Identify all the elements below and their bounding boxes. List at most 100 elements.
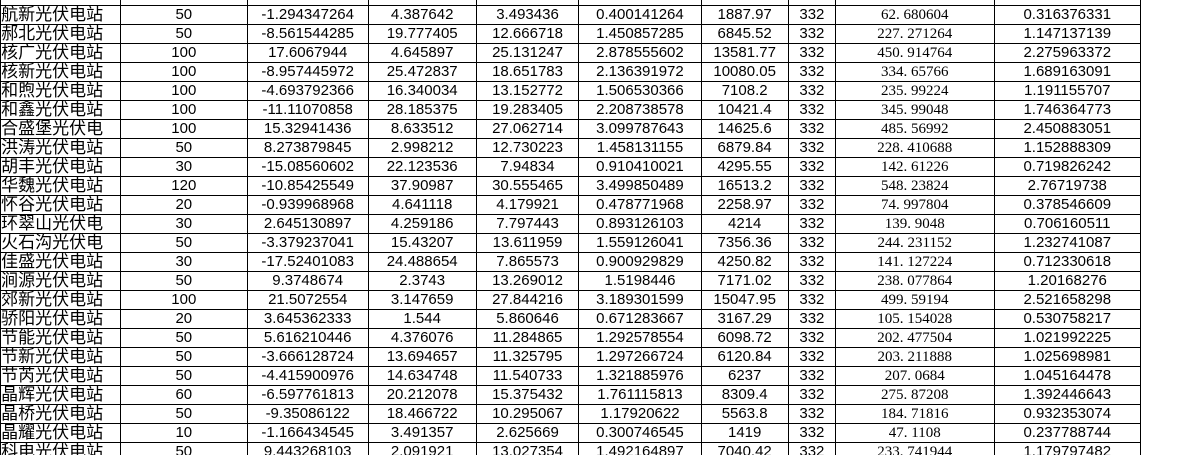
cell-value-9[interactable]: 74. 997804 xyxy=(835,195,995,215)
cell-value-9[interactable]: 202. 477504 xyxy=(835,328,995,348)
cell-value-7[interactable]: 5563.8 xyxy=(700,404,789,424)
cell-value-4[interactable]: 20.212078 xyxy=(367,385,477,405)
cell-value-3[interactable]: 9.3748674 xyxy=(246,271,369,291)
cell-value-10[interactable]: 1.232741087 xyxy=(993,233,1141,253)
cell-value-10[interactable]: 1.025698981 xyxy=(993,347,1141,367)
cell-value-7[interactable]: 1887.97 xyxy=(700,5,789,25)
cell-value-6[interactable]: 0.300746545 xyxy=(578,423,702,443)
cell-value-7[interactable]: 3167.29 xyxy=(700,309,789,329)
cell-capacity[interactable]: 60 xyxy=(119,385,248,405)
cell-value-10[interactable]: 1.147137139 xyxy=(993,24,1141,44)
cell-value-4[interactable]: 8.633512 xyxy=(367,119,477,139)
cell-value-4[interactable]: 4.645897 xyxy=(367,43,477,63)
cell-value-10[interactable]: 0.706160511 xyxy=(993,214,1141,234)
cell-value-7[interactable]: 2258.97 xyxy=(700,195,789,215)
cell-value-5[interactable]: 15.375432 xyxy=(475,385,580,405)
cell-value-10[interactable]: 2.450883051 xyxy=(993,119,1141,139)
cell-value-3[interactable]: 3.645362333 xyxy=(246,309,369,329)
cell-value-10[interactable]: 1.20168276 xyxy=(993,271,1141,291)
cell-value-4[interactable]: 4.387642 xyxy=(367,5,477,25)
cell-value-5[interactable]: 25.131247 xyxy=(475,43,580,63)
cell-value-3[interactable]: -1.166434545 xyxy=(246,423,369,443)
cell-value-9[interactable]: 499. 59194 xyxy=(835,290,995,310)
cell-value-4[interactable]: 24.488654 xyxy=(367,252,477,272)
cell-value-5[interactable]: 7.797443 xyxy=(475,214,580,234)
cell-value-10[interactable]: 0.378546609 xyxy=(993,195,1141,215)
cell-value-9[interactable]: 105. 154028 xyxy=(835,309,995,329)
cell-value-10[interactable]: 0.530758217 xyxy=(993,309,1141,329)
cell-value-4[interactable]: 3.491357 xyxy=(367,423,477,443)
cell-value-4[interactable]: 4.259186 xyxy=(367,214,477,234)
cell-value-4[interactable]: 15.43207 xyxy=(367,233,477,253)
cell-value-7[interactable]: 16513.2 xyxy=(700,176,789,196)
cell-value-5[interactable]: 7.865573 xyxy=(475,252,580,272)
cell-value-4[interactable]: 2.091921 xyxy=(367,442,477,455)
cell-value-5[interactable]: 27.062714 xyxy=(475,119,580,139)
cell-value-4[interactable]: 2.3743 xyxy=(367,271,477,291)
cell-value-7[interactable]: 1419 xyxy=(700,423,789,443)
cell-value-9[interactable]: 233. 741944 xyxy=(835,442,995,455)
cell-capacity[interactable]: 50 xyxy=(119,366,248,386)
cell-value-8[interactable]: 332 xyxy=(787,233,837,253)
cell-value-9[interactable]: 334. 65766 xyxy=(835,62,995,82)
cell-capacity[interactable]: 100 xyxy=(119,100,248,120)
cell-capacity[interactable]: 100 xyxy=(119,81,248,101)
cell-value-5[interactable]: 19.283405 xyxy=(475,100,580,120)
cell-value-5[interactable]: 13.152772 xyxy=(475,81,580,101)
cell-value-3[interactable]: -3.666128724 xyxy=(246,347,369,367)
cell-station-name[interactable]: 节能光伏电站 xyxy=(0,328,121,348)
cell-value-5[interactable]: 30.555465 xyxy=(475,176,580,196)
cell-station-name[interactable]: 涧源光伏电站 xyxy=(0,271,121,291)
cell-value-3[interactable]: -6.597761813 xyxy=(246,385,369,405)
cell-value-7[interactable]: 7356.36 xyxy=(700,233,789,253)
cell-value-6[interactable]: 0.900929829 xyxy=(578,252,702,272)
cell-station-name[interactable]: 合盛堡光伏电 xyxy=(0,119,121,139)
cell-value-4[interactable]: 1.544 xyxy=(367,309,477,329)
cell-value-7[interactable]: 13581.77 xyxy=(700,43,789,63)
cell-value-4[interactable]: 19.777405 xyxy=(367,24,477,44)
cell-value-6[interactable]: 1.5198446 xyxy=(578,271,702,291)
cell-capacity[interactable]: 50 xyxy=(119,442,248,455)
cell-value-5[interactable]: 7.94834 xyxy=(475,157,580,177)
cell-capacity[interactable]: 30 xyxy=(119,252,248,272)
cell-value-10[interactable]: 0.712330618 xyxy=(993,252,1141,272)
cell-value-8[interactable]: 332 xyxy=(787,328,837,348)
cell-value-6[interactable]: 2.878555602 xyxy=(578,43,702,63)
cell-value-8[interactable]: 332 xyxy=(787,385,837,405)
cell-station-name[interactable]: 节新光伏电站 xyxy=(0,347,121,367)
cell-capacity[interactable]: 50 xyxy=(119,328,248,348)
cell-capacity[interactable]: 100 xyxy=(119,62,248,82)
cell-value-6[interactable]: 0.400141264 xyxy=(578,5,702,25)
cell-value-4[interactable]: 2.998212 xyxy=(367,138,477,158)
cell-station-name[interactable]: 华魏光伏电站 xyxy=(0,176,121,196)
cell-value-6[interactable]: 1.506530366 xyxy=(578,81,702,101)
cell-value-5[interactable]: 12.666718 xyxy=(475,24,580,44)
cell-value-10[interactable]: 1.392446643 xyxy=(993,385,1141,405)
cell-value-4[interactable]: 13.694657 xyxy=(367,347,477,367)
cell-value-5[interactable]: 5.860646 xyxy=(475,309,580,329)
cell-value-9[interactable]: 238. 077864 xyxy=(835,271,995,291)
cell-value-7[interactable]: 6237 xyxy=(700,366,789,386)
cell-value-8[interactable]: 332 xyxy=(787,24,837,44)
cell-value-8[interactable]: 332 xyxy=(787,271,837,291)
cell-value-9[interactable]: 485. 56992 xyxy=(835,119,995,139)
cell-value-8[interactable]: 332 xyxy=(787,309,837,329)
cell-value-7[interactable]: 14625.6 xyxy=(700,119,789,139)
cell-value-6[interactable]: 2.208738578 xyxy=(578,100,702,120)
cell-value-10[interactable]: 1.746364773 xyxy=(993,100,1141,120)
cell-value-8[interactable]: 332 xyxy=(787,290,837,310)
cell-value-6[interactable]: 3.099787643 xyxy=(578,119,702,139)
cell-value-3[interactable]: -11.11070858 xyxy=(246,100,369,120)
cell-station-name[interactable]: 郊新光伏电站 xyxy=(0,290,121,310)
cell-capacity[interactable]: 50 xyxy=(119,271,248,291)
cell-value-10[interactable]: 1.021992225 xyxy=(993,328,1141,348)
cell-station-name[interactable]: 佳盛光伏电站 xyxy=(0,252,121,272)
cell-value-3[interactable]: -17.52401083 xyxy=(246,252,369,272)
cell-value-8[interactable]: 332 xyxy=(787,404,837,424)
cell-value-8[interactable]: 332 xyxy=(787,442,837,455)
cell-value-9[interactable]: 207. 0684 xyxy=(835,366,995,386)
cell-value-3[interactable]: 8.273879845 xyxy=(246,138,369,158)
cell-value-5[interactable]: 3.493436 xyxy=(475,5,580,25)
cell-value-3[interactable]: 2.645130897 xyxy=(246,214,369,234)
cell-value-6[interactable]: 1.17920622 xyxy=(578,404,702,424)
